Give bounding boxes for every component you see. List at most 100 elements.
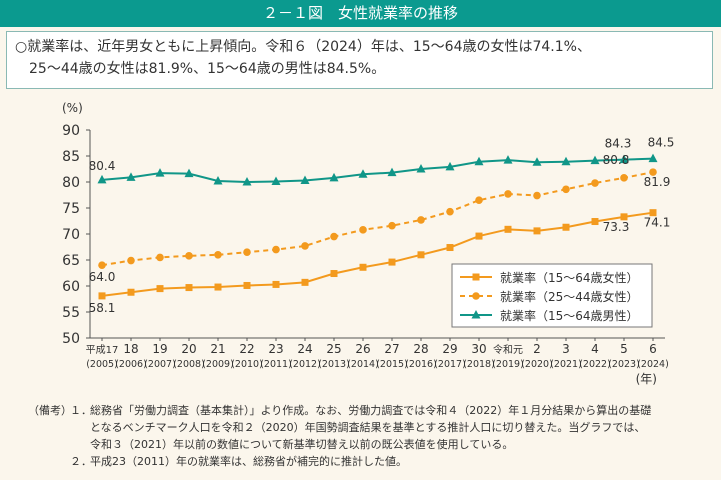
x-tick-year-label: (2014) xyxy=(347,359,379,370)
x-tick-year-label: (2012) xyxy=(289,359,321,370)
note-1-line-1: 総務省「労働力調査（基本集計）」より作成。なお、労働力調査では令和４（2022）… xyxy=(90,404,652,417)
legend-label: 就業率（25～44歳女性） xyxy=(500,289,639,304)
data-point xyxy=(214,251,222,259)
x-tick-label: 19 xyxy=(152,342,167,356)
data-point xyxy=(388,221,396,230)
legend-marker xyxy=(471,310,481,319)
data-point xyxy=(590,155,600,165)
data-point xyxy=(243,281,251,289)
data-point xyxy=(648,153,658,163)
data-point xyxy=(649,209,657,217)
data-point xyxy=(620,213,628,221)
series-line-0 xyxy=(101,211,654,297)
x-tick-year-label: (2013) xyxy=(318,359,350,370)
x-tick-label: 22 xyxy=(239,342,254,356)
x-tick-label: 24 xyxy=(297,342,312,356)
employment-rate-chart: 505560657075808590(%)平成17(2005)18(2006)1… xyxy=(62,101,675,386)
x-tick-label: 令和元 xyxy=(493,343,523,356)
y-tick-label: 60 xyxy=(62,279,80,295)
data-point xyxy=(330,270,338,278)
x-tick-year-label: (2022) xyxy=(579,359,611,370)
x-tick-year-label: (2005) xyxy=(86,359,118,370)
data-point xyxy=(329,172,339,182)
x-tick-label: 25 xyxy=(326,342,341,356)
data-point xyxy=(156,285,164,293)
x-tick-label: 6 xyxy=(649,342,657,356)
x-tick-label: 23 xyxy=(268,342,283,356)
x-tick-year-label: (2007) xyxy=(144,359,176,370)
x-tick-label: 5 xyxy=(620,342,628,356)
note-2-number: ２． xyxy=(70,455,92,468)
series-line-1 xyxy=(101,171,654,267)
y-tick-label: 90 xyxy=(62,123,80,139)
data-point xyxy=(330,232,338,241)
x-tick-label: 20 xyxy=(181,342,196,356)
y-tick-label: 75 xyxy=(62,201,80,217)
note-2-line-1: 平成23（2011）年の就業率は、総務省が補完的に推計した値。 xyxy=(90,455,407,468)
y-tick-label: 50 xyxy=(62,331,80,347)
data-label: 84.5 xyxy=(648,136,675,150)
note-1-line-2: となるベンチマーク人口を令和２（2020）年国勢調査結果を基準とする推計人口に切… xyxy=(90,421,646,434)
summary-line-1: ○就業率は、近年男女ともに上昇傾向。令和６（2024）年は、15～64歳の女性は… xyxy=(15,39,591,55)
data-point xyxy=(475,232,483,240)
data-label: 81.9 xyxy=(644,175,671,189)
x-tick-year-label: (2023) xyxy=(608,359,640,370)
data-point xyxy=(417,251,425,259)
data-point xyxy=(475,196,483,204)
data-point xyxy=(359,263,367,271)
x-tick-year-label: (2021) xyxy=(550,359,582,370)
data-point xyxy=(156,253,164,262)
x-tick-label: 26 xyxy=(355,342,370,356)
legend-marker xyxy=(472,292,480,300)
x-tick-label: 4 xyxy=(591,342,599,356)
series-line-2 xyxy=(101,157,654,184)
data-point xyxy=(474,156,484,166)
data-point xyxy=(184,168,194,178)
data-point xyxy=(649,168,657,176)
data-point xyxy=(387,167,397,177)
data-label: 80.8 xyxy=(603,153,630,167)
x-tick-year-label: (2024) xyxy=(637,359,669,370)
data-point xyxy=(126,172,136,181)
data-point xyxy=(127,288,135,296)
data-point xyxy=(300,175,310,184)
x-tick-year-label: (2016) xyxy=(405,359,437,370)
data-label: 64.0 xyxy=(89,270,116,284)
data-point xyxy=(533,191,541,200)
x-tick-year-label: (2018) xyxy=(463,359,495,370)
x-tick-year-label: (2011) xyxy=(260,359,292,370)
x-tick-year-label: (2019) xyxy=(492,359,524,370)
data-point xyxy=(97,174,107,184)
data-point xyxy=(591,179,599,187)
data-point xyxy=(532,157,542,166)
data-point xyxy=(358,169,368,178)
y-unit-label: (%) xyxy=(62,101,83,115)
note-1-number: １． xyxy=(70,404,92,417)
y-tick-label: 70 xyxy=(62,227,80,243)
summary-box: ○就業率は、近年男女ともに上昇傾向。令和６（2024）年は、15～64歳の女性は… xyxy=(6,31,713,89)
data-point xyxy=(388,258,396,266)
data-point xyxy=(242,177,252,186)
data-point xyxy=(562,223,570,231)
x-tick-label: 29 xyxy=(442,342,457,356)
legend-box xyxy=(451,263,653,328)
data-point xyxy=(503,155,513,164)
data-point xyxy=(533,227,541,235)
data-point xyxy=(416,164,426,173)
x-tick-label: 3 xyxy=(562,342,570,356)
data-label: 58.1 xyxy=(89,301,116,315)
data-label: 80.4 xyxy=(89,159,116,173)
data-point xyxy=(185,284,193,292)
x-tick-label: 27 xyxy=(384,342,399,356)
legend-marker xyxy=(472,273,480,281)
data-point xyxy=(98,261,106,269)
x-tick-label: 2 xyxy=(533,342,541,356)
data-point xyxy=(445,161,455,171)
x-tick-label: 21 xyxy=(210,342,225,356)
data-point xyxy=(504,225,512,233)
data-point xyxy=(561,156,571,166)
data-point xyxy=(213,175,223,185)
x-tick-year-label: (2008) xyxy=(173,359,205,370)
legend-label: 就業率（15～64歳男性） xyxy=(500,308,639,323)
y-tick-label: 55 xyxy=(62,305,80,321)
